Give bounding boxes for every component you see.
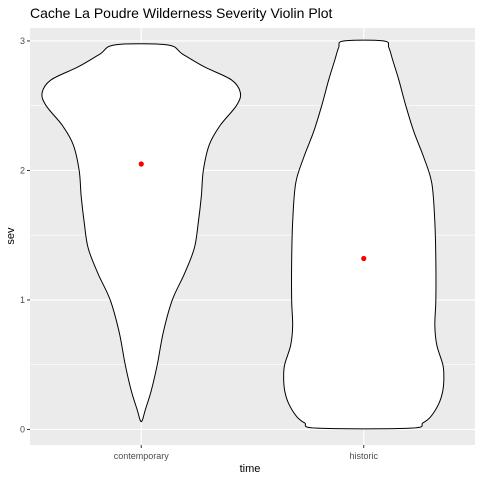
mean-points xyxy=(138,161,367,262)
violins xyxy=(41,39,445,430)
y-tick-label: 1 xyxy=(20,295,25,305)
x-tick-label: historic xyxy=(349,451,378,461)
violin-historic xyxy=(283,39,445,430)
y-tick-label: 2 xyxy=(20,165,25,175)
y-tick-label: 0 xyxy=(20,424,25,434)
mean-point-contemporary xyxy=(138,161,144,167)
axes: 0 1 2 3 contemporary historic xyxy=(20,36,379,461)
chart-title: Cache La Poudre Wilderness Severity Viol… xyxy=(30,5,333,21)
mean-point-historic xyxy=(361,255,367,262)
x-tick-label: contemporary xyxy=(114,451,170,461)
violin-contemporary xyxy=(41,43,242,423)
y-axis-title: sev xyxy=(5,227,17,245)
x-axis-title: time xyxy=(240,463,261,475)
y-tick-label: 3 xyxy=(20,36,25,46)
